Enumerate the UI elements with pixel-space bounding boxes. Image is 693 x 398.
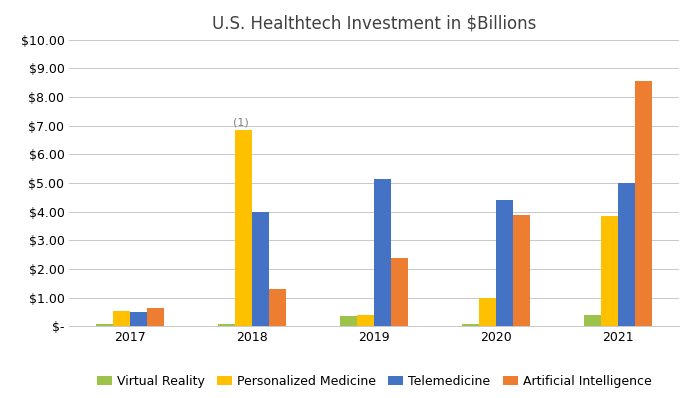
Bar [392,258,408,326]
Bar [514,215,530,326]
Bar [462,324,479,326]
Bar [618,183,635,326]
Bar [96,324,113,326]
Bar [479,298,496,326]
Bar [148,308,164,326]
Legend: Virtual Reality, Personalized Medicine, Telemedicine, Artificial Intelligence: Virtual Reality, Personalized Medicine, … [91,370,657,393]
Bar [496,200,514,326]
Bar [130,312,148,326]
Bar [252,212,270,326]
Bar [113,310,130,326]
Text: (1): (1) [234,118,249,128]
Bar [635,81,652,326]
Bar [270,289,286,326]
Bar [584,316,601,326]
Title: U.S. Healthtech Investment in $Billions: U.S. Healthtech Investment in $Billions [212,15,536,33]
Bar [340,316,357,326]
Bar [601,216,618,326]
Bar [357,315,374,326]
Bar [218,324,235,326]
Bar [235,130,252,326]
Bar [374,179,392,326]
